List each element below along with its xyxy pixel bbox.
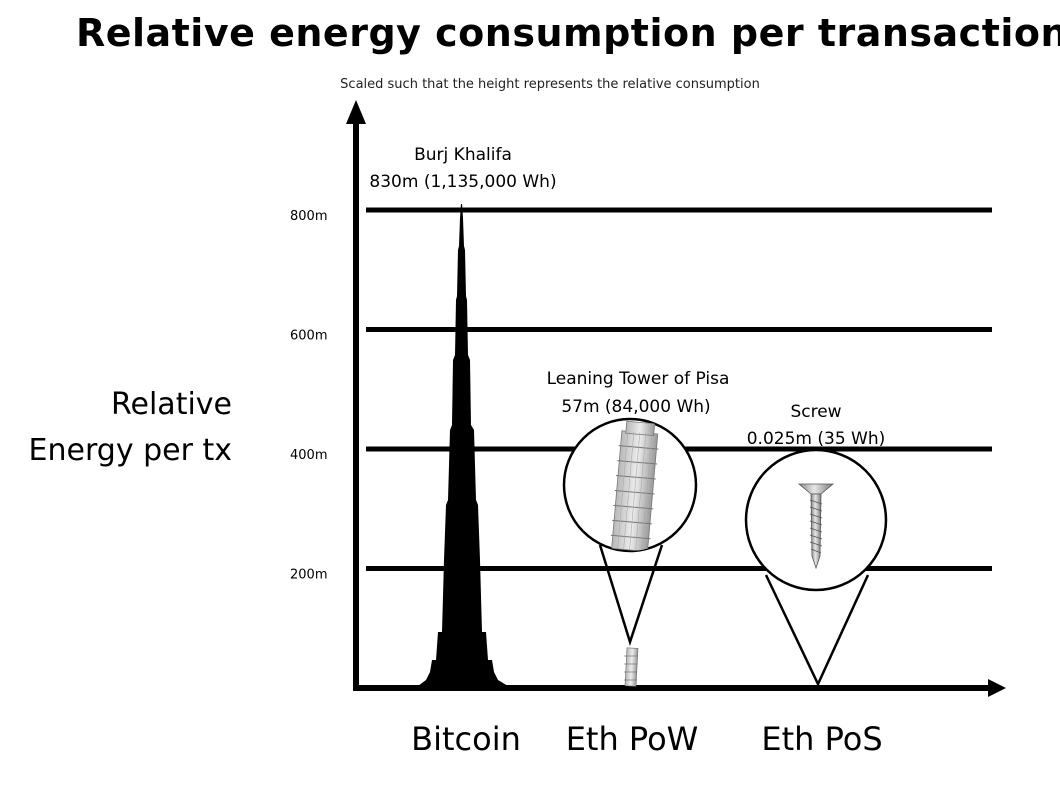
- x-category-eth-pow: Eth PoW: [566, 720, 699, 758]
- x-category-bitcoin: Bitcoin: [411, 720, 521, 758]
- annotation-ethpow-object: Leaning Tower of Pisa: [547, 369, 730, 389]
- y-tick-labels: 200m 400m 600m 800m: [290, 209, 327, 583]
- x-axis-arrow-icon: [988, 679, 1006, 697]
- chart-title: Relative energy consumption per transact…: [76, 11, 1060, 55]
- y-axis-label-line-1: Relative: [111, 387, 232, 422]
- skyscraper-icon: [418, 204, 508, 686]
- axes: [346, 100, 1006, 697]
- tower-icon: [610, 420, 659, 551]
- y-tick-label: 200m: [290, 568, 327, 583]
- magnifier-screw: [744, 448, 888, 687]
- magnifier-pisa: [562, 417, 698, 687]
- annotation-ethpos-object: Screw: [790, 402, 841, 422]
- annotation-ethpos-detail: 0.025m (35 Wh): [747, 429, 886, 449]
- x-category-eth-pos: Eth PoS: [761, 720, 882, 758]
- y-tick-label: 800m: [290, 209, 327, 224]
- screw-icon: [797, 483, 835, 570]
- chart-subtitle: Scaled such that the height represents t…: [340, 77, 760, 92]
- small-tower-icon: [624, 647, 639, 687]
- annotation-bitcoin-object: Burj Khalifa: [414, 145, 512, 165]
- magnifier-pointer: [598, 544, 664, 647]
- annotation-bitcoin-detail: 830m (1,135,000 Wh): [369, 172, 556, 192]
- annotation-ethpow-detail: 57m (84,000 Wh): [561, 397, 710, 417]
- y-tick-label: 400m: [290, 448, 327, 463]
- y-tick-label: 600m: [290, 329, 327, 344]
- y-axis-arrow-icon: [346, 100, 366, 124]
- magnifier-pointer: [764, 574, 870, 687]
- y-axis-label-line-2: Energy per tx: [29, 433, 232, 468]
